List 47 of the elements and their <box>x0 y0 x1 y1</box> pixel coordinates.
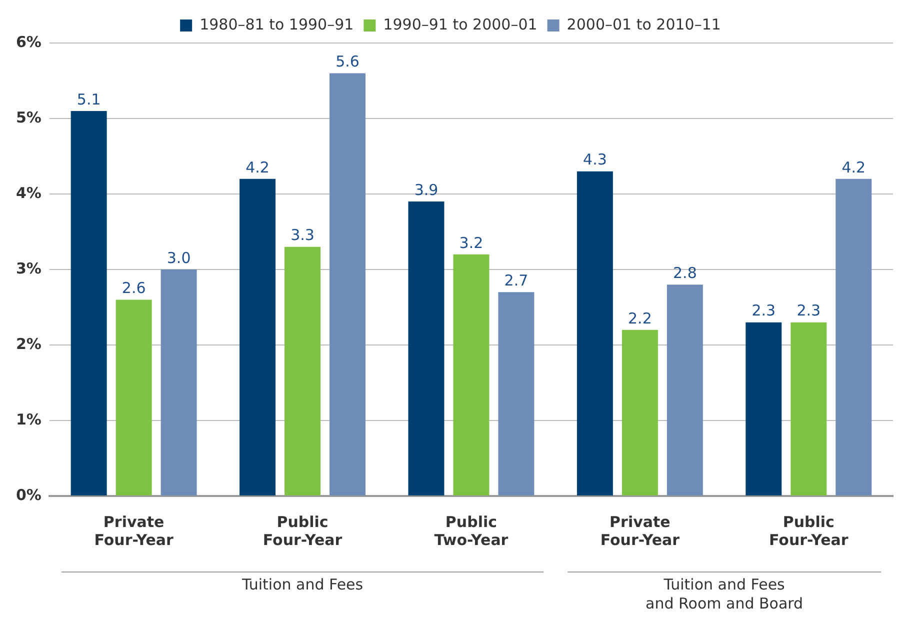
data-label: 4.2 <box>246 158 270 176</box>
x-tick-label: Private Four-Year <box>94 512 174 549</box>
bar <box>746 322 782 496</box>
bar <box>160 270 197 496</box>
legend-label: 1980–81 to 1990–91 <box>200 15 354 34</box>
y-tick-label: 1% <box>16 410 42 428</box>
bar <box>498 292 534 496</box>
bar <box>408 202 444 496</box>
data-label: 2.2 <box>628 309 652 328</box>
data-label: 2.3 <box>796 302 821 320</box>
legend-label: 1990–91 to 2000–01 <box>383 15 538 34</box>
y-tick-label: 4% <box>16 184 42 202</box>
text: Tuition and Fees <box>240 575 364 594</box>
bar <box>836 178 872 496</box>
y-tick-label: 0% <box>16 486 42 504</box>
data-label: 2.3 <box>752 302 776 320</box>
bar <box>330 73 366 496</box>
y-tick-label: 5% <box>16 108 42 126</box>
bar <box>576 171 613 496</box>
y-tick-label: 6% <box>16 32 42 51</box>
data-label: 3.3 <box>290 226 314 244</box>
data-label: 4.2 <box>842 158 866 176</box>
data-label: 2.7 <box>504 272 528 290</box>
data-label: 3.9 <box>414 180 438 199</box>
x-tick-label: Public Two-Year <box>434 512 509 549</box>
bar <box>622 330 658 496</box>
x-tick-label: Private Four-Year <box>600 512 680 549</box>
y-tick-label: 3% <box>16 259 42 278</box>
bar <box>453 254 490 496</box>
legend-label: 2000–01 to 2010–11 <box>566 15 721 34</box>
data-label: 3.2 <box>459 234 484 252</box>
bar <box>70 110 107 496</box>
bar <box>240 178 276 496</box>
data-label: 4.3 <box>583 150 607 169</box>
bar <box>666 284 703 496</box>
text: Tuition and Fees and Room and Board <box>646 575 804 612</box>
bar <box>116 300 152 496</box>
data-label: 5.1 <box>76 90 101 108</box>
x-tick-label: Public Four-Year <box>262 512 343 549</box>
data-label: 5.6 <box>336 52 360 71</box>
y-tick-label: 2% <box>16 334 42 353</box>
x-tick-label: Public Four-Year <box>769 512 849 549</box>
data-label: 2.8 <box>673 264 697 282</box>
data-label: 2.6 <box>122 279 146 298</box>
bar <box>284 246 321 496</box>
bar <box>790 322 827 496</box>
data-label: 3.0 <box>166 248 191 267</box>
